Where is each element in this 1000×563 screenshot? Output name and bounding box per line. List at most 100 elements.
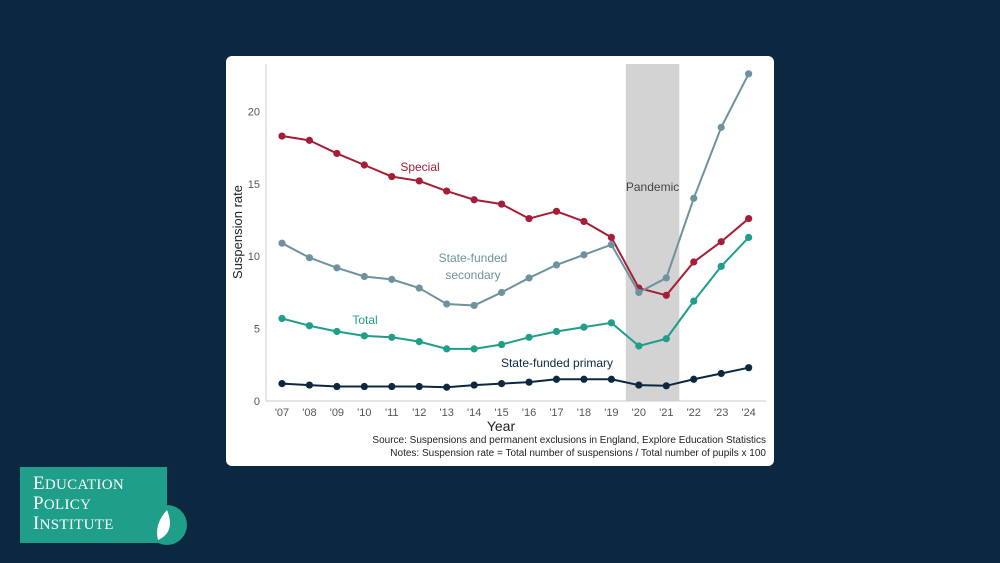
series-point-state-funded-secondary bbox=[745, 70, 753, 78]
x-tick-label: '13 bbox=[440, 407, 454, 419]
series-point-special bbox=[470, 196, 478, 204]
series-point-total bbox=[278, 314, 286, 323]
series-label-primary: State-funded primary bbox=[501, 356, 613, 370]
x-tick-label: '10 bbox=[357, 407, 371, 419]
series-point-state-funded-primary bbox=[717, 369, 725, 378]
y-tick-label: 15 bbox=[248, 179, 260, 191]
series-point-state-funded-secondary bbox=[415, 284, 423, 292]
series-line-special bbox=[281, 135, 750, 297]
series-point-state-funded-primary bbox=[662, 382, 670, 390]
series-point-state-funded-primary bbox=[635, 381, 643, 389]
series-point-state-funded-secondary bbox=[607, 241, 615, 249]
series-point-state-funded-primary bbox=[443, 383, 451, 391]
series-point-state-funded-secondary bbox=[552, 261, 561, 269]
series-point-state-funded-secondary bbox=[360, 272, 368, 281]
series-point-special bbox=[607, 233, 615, 241]
x-tick-label: '24 bbox=[741, 407, 755, 419]
series-line-total bbox=[281, 236, 750, 350]
series-point-state-funded-primary bbox=[388, 382, 396, 391]
series-point-total bbox=[470, 345, 478, 353]
series-point-state-funded-secondary bbox=[333, 264, 341, 272]
logo-word-education-initial: E bbox=[33, 473, 45, 494]
series-point-state-funded-primary bbox=[470, 381, 478, 389]
x-tick-label: '12 bbox=[412, 407, 426, 419]
y-axis-title: Suspension rate bbox=[230, 185, 245, 279]
logo-word-education: EDUCATION bbox=[33, 473, 124, 495]
x-tick-label: '14 bbox=[467, 407, 481, 419]
series-point-state-funded-secondary bbox=[498, 288, 506, 297]
series-point-state-funded-secondary bbox=[662, 274, 670, 282]
series-point-special bbox=[690, 258, 698, 266]
series-point-state-funded-primary bbox=[415, 382, 423, 391]
y-tick-label: 20 bbox=[248, 106, 260, 118]
series-point-total bbox=[388, 333, 396, 341]
line-chart: Pandemic 0 5 10 15 20 '07 '08 '09 '10 '11 '12 '13 '14… bbox=[230, 64, 766, 434]
series-point-state-funded-primary bbox=[333, 382, 341, 391]
series-point-state-funded-primary bbox=[360, 382, 368, 391]
series-point-special bbox=[415, 177, 423, 185]
logo-word-policy: POLICY bbox=[33, 493, 91, 515]
x-tick-label: '18 bbox=[577, 407, 591, 419]
series-point-total bbox=[717, 262, 725, 270]
series-point-total bbox=[552, 327, 561, 336]
x-tick-label: '20 bbox=[632, 407, 646, 419]
series-point-state-funded-secondary bbox=[470, 301, 478, 310]
series-line-state-funded-primary bbox=[281, 366, 749, 389]
x-tick-label: '09 bbox=[330, 407, 344, 419]
series-point-state-funded-primary bbox=[580, 375, 588, 383]
logo-word-education-rest: DUCATION bbox=[44, 477, 124, 493]
series-point-total bbox=[525, 333, 533, 341]
x-tick-label: '08 bbox=[302, 407, 316, 419]
x-tick-label: '19 bbox=[604, 407, 618, 419]
logo-word-policy-initial: P bbox=[33, 493, 44, 514]
logo-word-policy-rest: OLICY bbox=[43, 497, 92, 513]
series-point-total bbox=[360, 332, 368, 340]
series-point-state-funded-primary bbox=[745, 364, 753, 372]
chart-card: Pandemic 0 5 10 15 20 '07 '08 '09 '10 '11 '12 '13 '14… bbox=[226, 56, 774, 466]
pandemic-band bbox=[625, 64, 680, 401]
series-point-special bbox=[552, 207, 561, 215]
y-tick-label: 10 bbox=[248, 251, 260, 263]
series-point-state-funded-primary bbox=[278, 380, 286, 388]
series-point-state-funded-primary bbox=[498, 380, 506, 388]
series-point-total bbox=[443, 345, 451, 353]
series-line-state-funded-secondary bbox=[281, 73, 750, 307]
x-tick-label: '11 bbox=[385, 407, 399, 419]
series-point-state-funded-primary bbox=[607, 375, 615, 383]
logo-word-institute-initial: I bbox=[33, 513, 40, 534]
series-point-special bbox=[580, 217, 588, 226]
series-point-state-funded-primary bbox=[305, 381, 314, 389]
series-point-state-funded-secondary bbox=[580, 251, 588, 259]
series-point-special bbox=[388, 172, 396, 181]
series-point-special bbox=[278, 132, 286, 140]
logo-leaf-shape bbox=[157, 510, 170, 540]
series-point-special bbox=[662, 291, 670, 299]
series-point-state-funded-primary bbox=[690, 375, 698, 383]
series-point-total bbox=[745, 233, 753, 241]
series-point-special bbox=[717, 238, 725, 246]
series-point-special bbox=[745, 214, 753, 223]
series-point-state-funded-secondary bbox=[635, 288, 643, 297]
series-point-total bbox=[607, 319, 615, 327]
series-point-state-funded-secondary bbox=[443, 300, 451, 308]
pandemic-label: Pandemic bbox=[626, 180, 679, 194]
series-point-special bbox=[525, 214, 533, 223]
y-tick-label: 5 bbox=[254, 324, 260, 336]
epi-logo: EDUCATION POLICY INSTITUTE bbox=[20, 467, 167, 543]
series-point-special bbox=[498, 200, 506, 208]
x-tick-label: '16 bbox=[522, 407, 536, 419]
logo-word-institute: INSTITUTE bbox=[33, 513, 114, 535]
series-point-state-funded-secondary bbox=[717, 123, 725, 131]
series-point-state-funded-secondary bbox=[525, 274, 533, 282]
logo-leaf-icon bbox=[147, 505, 187, 545]
series-point-total bbox=[580, 323, 588, 331]
series-point-special bbox=[360, 161, 368, 169]
x-tick-label: '22 bbox=[687, 407, 701, 419]
series-label-total: Total bbox=[352, 313, 377, 327]
series-point-total bbox=[305, 322, 314, 330]
series-point-special bbox=[305, 136, 314, 144]
x-axis-title: Year bbox=[487, 418, 516, 434]
x-tick-label: '21 bbox=[659, 407, 673, 419]
series-point-total bbox=[690, 297, 698, 305]
series-point-total bbox=[635, 342, 643, 350]
